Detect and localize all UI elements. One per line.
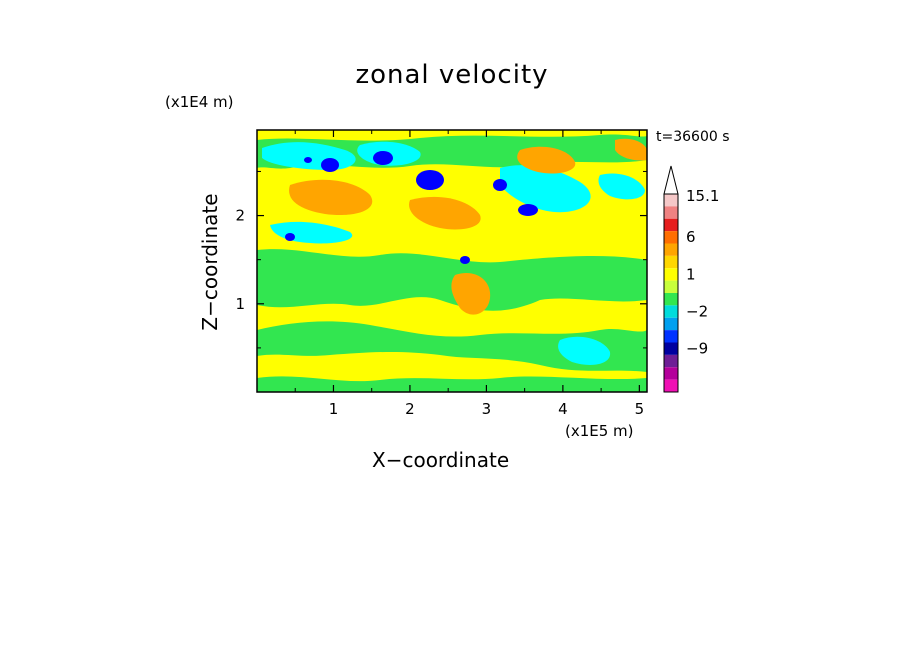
- field-region-blue: [321, 158, 339, 172]
- field-region-orange: [451, 272, 491, 315]
- colorbar-segment: [664, 268, 678, 281]
- colorbar-segment: [664, 367, 678, 380]
- field-region-green: [257, 249, 647, 311]
- field-region-green: [257, 376, 647, 392]
- colorbar-tick-label: −2: [686, 302, 708, 320]
- field-region-cyan: [598, 173, 645, 200]
- colorbar-tick-label: −9: [686, 340, 708, 358]
- x-tick-label: 4: [558, 400, 568, 418]
- colorbar-segment: [664, 206, 678, 219]
- field-region-orange: [289, 179, 373, 216]
- colorbar-segment: [664, 280, 678, 293]
- field-region-orange: [409, 196, 481, 230]
- colorbar-tick-label: 15.1: [686, 187, 719, 205]
- colorbar-frame: [663, 193, 679, 393]
- field-region-cyan: [500, 165, 591, 213]
- colorbar-segment: [664, 330, 678, 343]
- plot-frame: [256, 129, 648, 393]
- x-scale-label: (x1E5 m): [565, 422, 634, 440]
- colorbar-segment: [664, 243, 678, 256]
- x-tick-label: 5: [635, 400, 645, 418]
- colorbar-segment: [664, 218, 678, 232]
- field-region-orange: [517, 146, 576, 174]
- colorbar-tick-label: 1: [686, 265, 696, 283]
- field-region-blue: [460, 256, 470, 264]
- field-region-blue: [518, 204, 538, 216]
- colorbar-segment: [664, 194, 678, 207]
- x-axis-ticks: 1 2 3 4 5: [294, 130, 645, 418]
- colorbar-segment: [664, 305, 678, 318]
- field-region-blue: [304, 157, 312, 163]
- x-tick-label: 1: [329, 400, 339, 418]
- colorbar: 15.1 6 1 −2 −9: [663, 165, 719, 393]
- x-tick-label: 3: [482, 400, 492, 418]
- field-region-blue: [493, 179, 507, 191]
- field-region-orange: [615, 138, 647, 161]
- colorbar-segment: [664, 231, 678, 244]
- field-region-blue: [373, 151, 393, 165]
- colorbar-segment: [664, 317, 678, 331]
- colorbar-segment: [664, 379, 678, 392]
- contour-field: [257, 130, 647, 392]
- field-region-blue: [416, 170, 444, 190]
- colorbar-segment: [664, 342, 678, 355]
- time-label: t=36600 s: [656, 129, 730, 145]
- z-tick-label: 2: [235, 207, 245, 225]
- x-tick-label: 2: [405, 400, 415, 418]
- x-axis-label: X−coordinate: [372, 448, 510, 472]
- colorbar-segment: [664, 293, 678, 306]
- colorbar-segment: [664, 255, 678, 269]
- field-region-cyan: [558, 336, 611, 365]
- field-region-blue: [285, 233, 295, 241]
- z-tick-label: 1: [235, 295, 245, 313]
- z-scale-label: (x1E4 m): [165, 93, 234, 111]
- field-region-green: [257, 321, 647, 372]
- z-axis-ticks: 12: [235, 170, 647, 349]
- colorbar-segment: [664, 354, 678, 368]
- chart-title: zonal velocity: [355, 60, 549, 90]
- colorbar-tick-label: 6: [686, 228, 696, 246]
- colorbar-extend-arrow: [663, 165, 679, 195]
